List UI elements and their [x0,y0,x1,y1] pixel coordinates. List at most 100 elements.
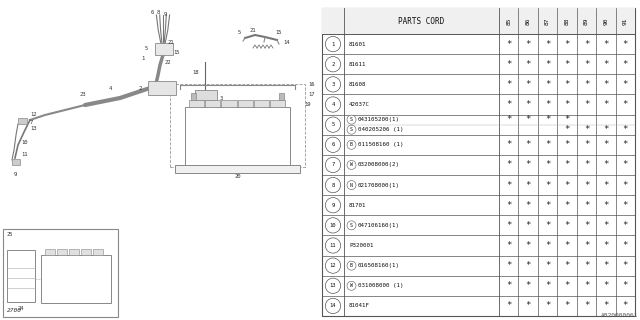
Circle shape [325,97,340,112]
Text: 21: 21 [250,28,256,34]
Text: *: * [525,180,531,189]
Circle shape [325,278,340,293]
Text: 8: 8 [332,183,335,188]
Text: *: * [506,281,511,290]
Text: *: * [506,301,511,310]
Circle shape [325,238,340,253]
Bar [81,249,91,255]
Text: 14: 14 [330,303,336,308]
Text: *: * [584,125,589,134]
Text: *: * [603,40,609,49]
Text: 81601: 81601 [349,42,367,47]
Text: *: * [603,301,609,310]
Text: *: * [564,40,570,49]
Text: 8: 8 [156,10,159,14]
Text: 13: 13 [30,125,36,131]
Text: *: * [545,261,550,270]
Text: *: * [525,201,531,210]
Text: *: * [545,241,550,250]
Text: 90: 90 [604,17,609,25]
Text: *: * [564,140,570,149]
Text: 15: 15 [276,29,282,35]
Text: *: * [564,261,570,270]
Bar [7,250,35,302]
Text: 9: 9 [163,12,166,18]
Text: 86: 86 [525,17,531,25]
Text: *: * [584,40,589,49]
Text: *: * [506,221,511,230]
Text: B: B [350,263,353,268]
Bar [57,249,67,255]
Text: *: * [545,301,550,310]
Text: *: * [623,221,628,230]
Text: *: * [564,80,570,89]
Text: *: * [623,40,628,49]
Circle shape [325,36,340,52]
Text: 11: 11 [330,243,336,248]
Text: *: * [564,160,570,169]
Text: 4: 4 [108,85,111,91]
Text: *: * [545,201,550,210]
Text: *: * [564,60,570,69]
Text: *: * [506,261,511,270]
Text: *: * [564,115,570,124]
Text: 12: 12 [30,113,36,117]
Bar [322,8,635,316]
Text: *: * [584,60,589,69]
Text: 87: 87 [545,17,550,25]
Text: *: * [525,221,531,230]
Text: *: * [584,221,589,230]
Text: *: * [506,241,511,250]
Bar [221,100,237,107]
Bar [170,84,305,167]
Text: *: * [525,301,531,310]
Text: *: * [603,241,609,250]
Text: *: * [603,125,609,134]
Text: *: * [584,160,589,169]
Text: *: * [545,180,550,189]
Text: 19: 19 [304,102,310,108]
Text: 7: 7 [332,163,335,167]
Text: *: * [584,140,589,149]
Bar [45,249,55,255]
Circle shape [325,137,340,152]
Text: 043105200(1): 043105200(1) [358,117,400,122]
Bar [195,90,217,100]
Text: *: * [506,40,511,49]
Text: 89: 89 [584,17,589,25]
Text: *: * [623,261,628,270]
Text: *: * [545,100,550,109]
Text: 25: 25 [7,231,13,236]
Text: W: W [350,163,353,167]
Text: 10: 10 [330,223,336,228]
Text: *: * [564,301,570,310]
Bar [237,100,253,107]
Bar [279,93,284,100]
Text: S: S [350,117,353,122]
Text: *: * [506,160,511,169]
Bar [148,81,176,95]
Circle shape [325,218,340,233]
Circle shape [325,157,340,172]
Text: 9: 9 [13,172,17,178]
Text: 81608: 81608 [349,82,367,87]
Text: 15: 15 [173,50,179,54]
Text: *: * [525,281,531,290]
Text: *: * [506,100,511,109]
Text: *: * [603,160,609,169]
Text: 9: 9 [332,203,335,208]
Text: P320001: P320001 [349,243,374,248]
Text: 14: 14 [283,39,289,44]
Text: *: * [584,100,589,109]
Bar [93,249,103,255]
Circle shape [347,180,356,189]
Text: 021708000(1): 021708000(1) [358,183,400,188]
Circle shape [325,197,340,213]
Text: 6: 6 [332,142,335,147]
Circle shape [347,125,356,134]
Text: *: * [623,180,628,189]
Text: 5: 5 [332,122,335,127]
Circle shape [347,221,356,230]
Text: 1: 1 [141,55,145,60]
Bar [191,93,196,100]
